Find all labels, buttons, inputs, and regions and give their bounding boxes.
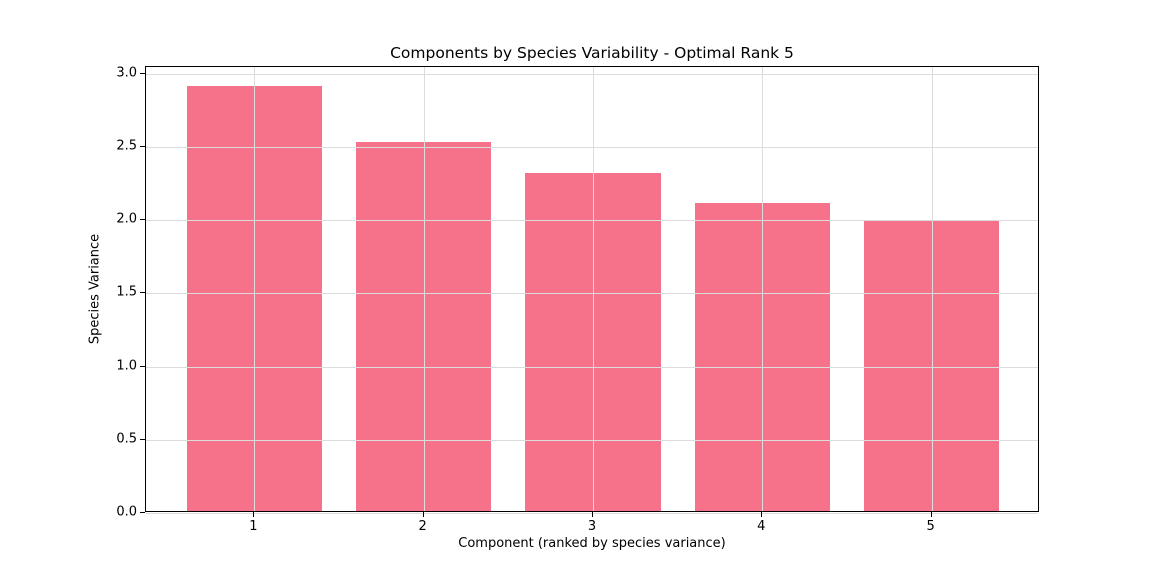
- y-axis-label: Species Variance: [87, 233, 103, 345]
- x-tick-mark: [930, 512, 932, 517]
- x-tick-label: 4: [757, 519, 766, 534]
- plot-area: [145, 66, 1039, 514]
- y-tick-label: 2.0: [116, 211, 137, 227]
- y-tick-mark: [140, 292, 145, 294]
- x-tick-mark: [422, 512, 424, 517]
- y-tick-label: 2.5: [116, 138, 137, 154]
- chart-title: Components by Species Variability - Opti…: [390, 44, 794, 62]
- h-gridline: [146, 73, 1038, 75]
- y-tick-label: 3.0: [116, 65, 137, 81]
- y-tick-mark: [140, 438, 145, 440]
- bar: [525, 172, 661, 511]
- v-gridline: [593, 67, 594, 511]
- y-tick-mark: [140, 512, 145, 513]
- y-tick-mark: [140, 72, 145, 74]
- v-gridline: [423, 67, 425, 511]
- y-tick-label: 1.0: [116, 358, 137, 374]
- y-tick-label: 1.5: [116, 284, 137, 300]
- y-tick-mark: [140, 219, 145, 221]
- h-gridline: [146, 366, 1038, 368]
- v-gridline: [254, 67, 256, 511]
- x-tick-mark: [592, 512, 593, 517]
- y-tick-mark: [140, 365, 145, 367]
- bar: [694, 203, 831, 511]
- h-gridline: [146, 439, 1038, 441]
- x-axis-label: Component (ranked by species variance): [458, 536, 726, 551]
- x-tick-label: 1: [249, 519, 258, 534]
- h-gridline: [146, 146, 1038, 148]
- x-tick-label: 3: [587, 519, 597, 534]
- x-tick-label: 5: [926, 519, 935, 534]
- x-tick-label: 2: [418, 519, 427, 534]
- x-tick-mark: [253, 512, 255, 517]
- h-gridline: [146, 220, 1038, 222]
- y-tick-label: 0.5: [116, 431, 137, 447]
- y-tick-label: 0.0: [116, 504, 137, 520]
- v-gridline: [931, 67, 933, 511]
- y-tick-mark: [140, 145, 145, 147]
- h-gridline: [146, 293, 1038, 295]
- v-gridline: [762, 67, 764, 511]
- x-tick-mark: [761, 512, 763, 517]
